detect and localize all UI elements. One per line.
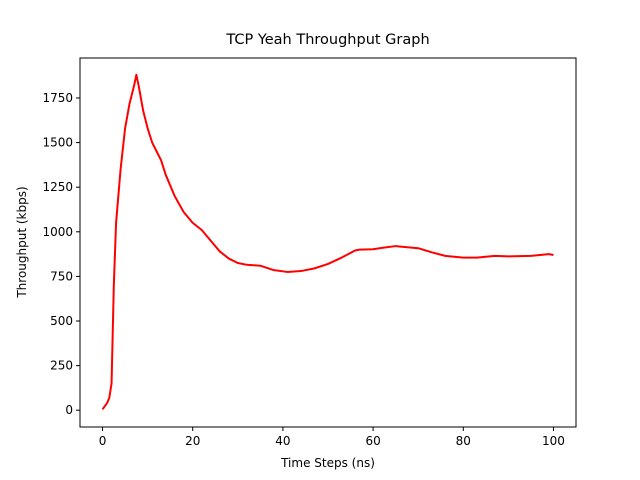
- x-axis-label: Time Steps (ns): [280, 456, 375, 470]
- plot-frame: [79, 57, 577, 428]
- y-tick-label: 1750: [42, 91, 73, 105]
- y-axis-label: Throughput (kbps): [15, 186, 29, 298]
- y-tick-label: 500: [50, 314, 73, 328]
- y-tick-label: 1000: [42, 225, 73, 239]
- x-tick-label: 60: [365, 434, 380, 448]
- y-tick-label: 1250: [42, 180, 73, 194]
- data-line: [101, 73, 554, 410]
- x-tick-label: 100: [542, 434, 565, 448]
- y-tick-label: 1500: [42, 136, 73, 150]
- chart-title: TCP Yeah Throughput Graph: [225, 32, 429, 48]
- x-tick-label: 80: [456, 434, 471, 448]
- x-tick-label: 20: [185, 434, 200, 448]
- y-tick-label: 750: [50, 269, 73, 283]
- x-tick-label: 40: [275, 434, 290, 448]
- y-tick-label: 0: [65, 403, 73, 417]
- x-tick-label: 0: [99, 434, 107, 448]
- y-tick-label: 250: [50, 359, 73, 373]
